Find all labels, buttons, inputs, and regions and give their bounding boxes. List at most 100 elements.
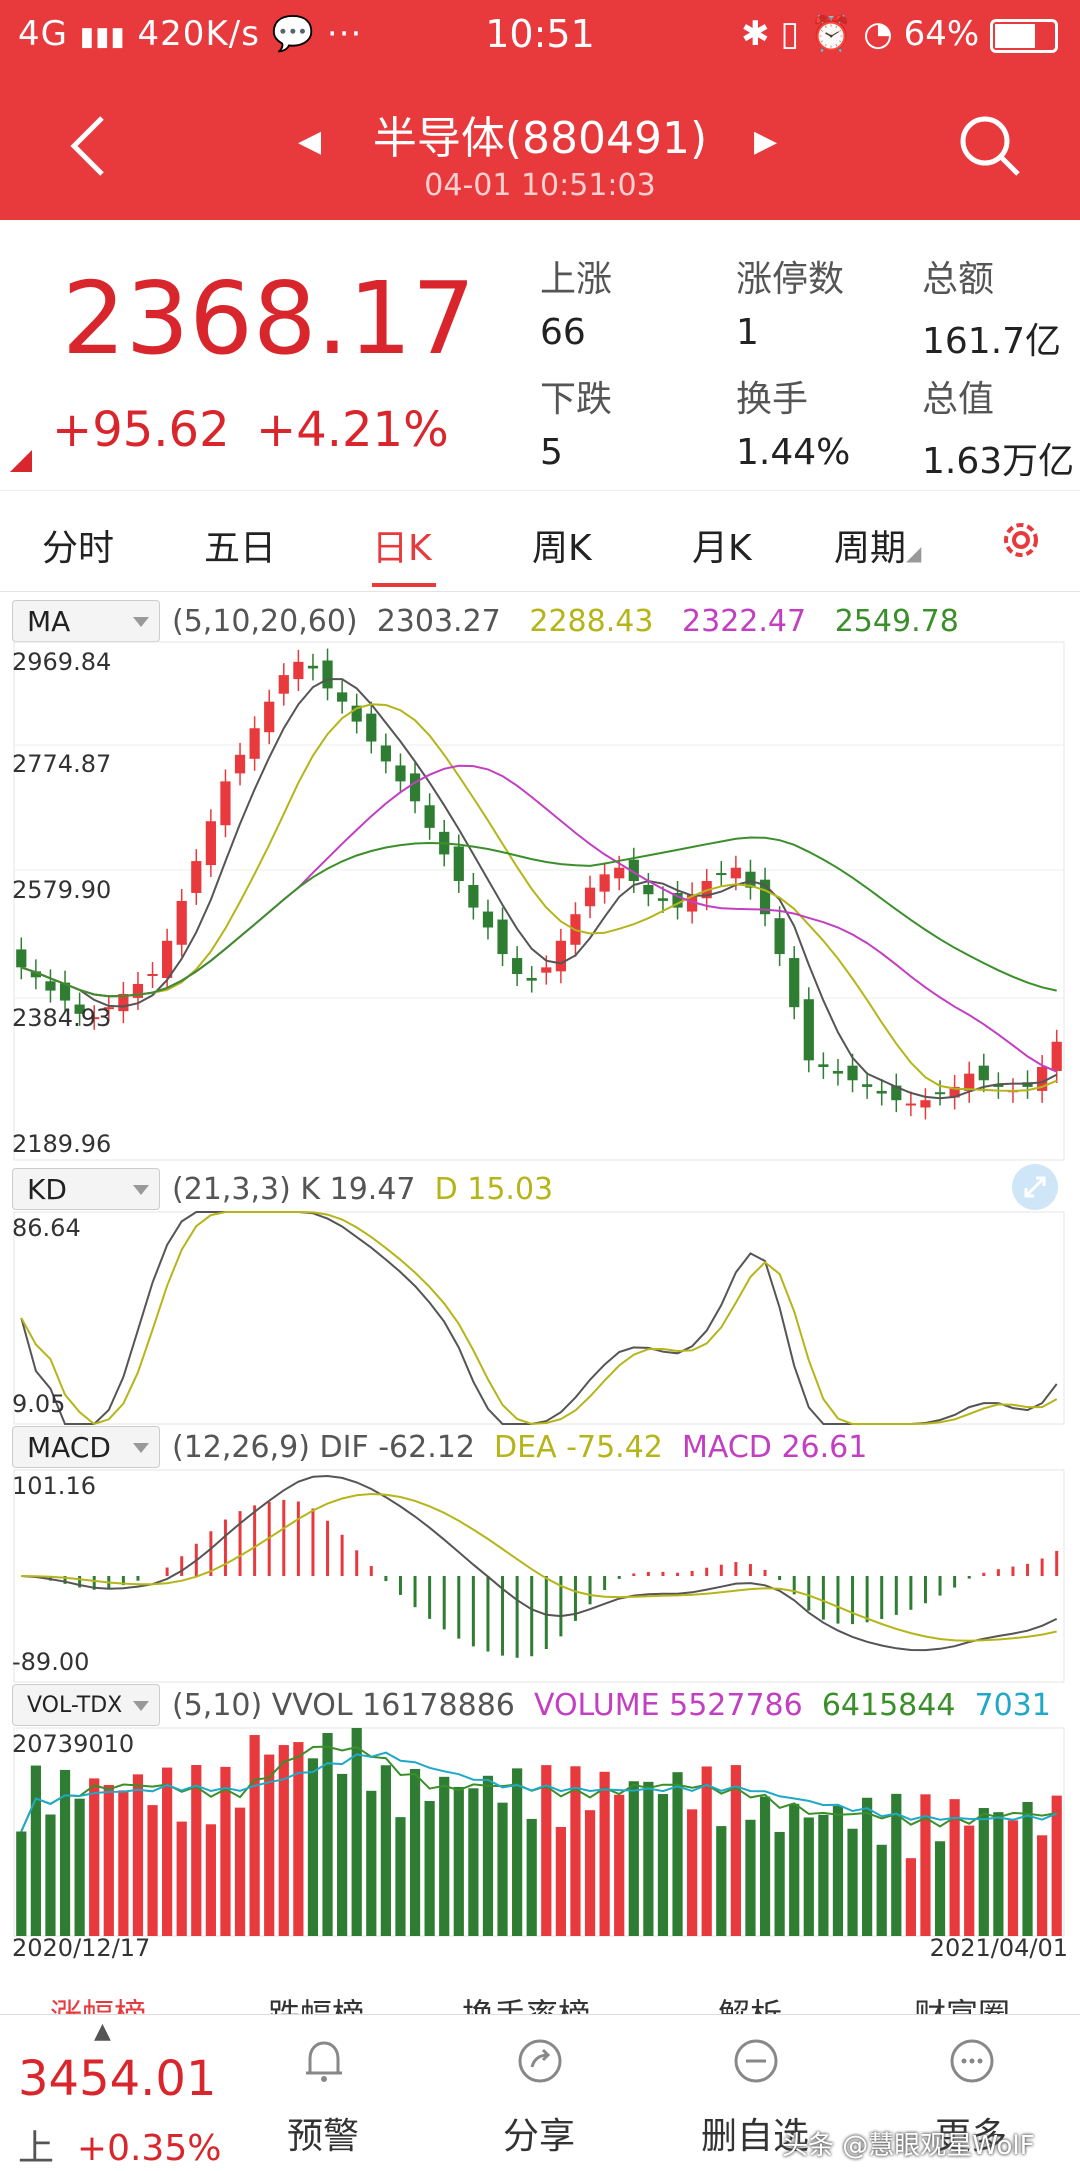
macd-selector[interactable]: MACD bbox=[12, 1426, 160, 1468]
date-end: 2021/04/01 bbox=[929, 1934, 1068, 1962]
vol-v5-value: 6415844 bbox=[821, 1688, 956, 1723]
volume-bar bbox=[876, 1844, 887, 1936]
volume-bar bbox=[526, 1818, 537, 1936]
tab-wealth-circle[interactable]: 财富圈 bbox=[914, 1996, 1011, 2018]
candle-body bbox=[409, 773, 421, 802]
stat-label: 换手 bbox=[736, 379, 809, 420]
candle-body bbox=[964, 1073, 975, 1091]
candle-body bbox=[614, 867, 625, 879]
expand-chart-icon[interactable] bbox=[1012, 1164, 1058, 1210]
tab-turnover[interactable]: 换手率榜 bbox=[462, 1996, 591, 2018]
candle-body bbox=[497, 919, 508, 955]
candle-body bbox=[380, 745, 391, 762]
battery-level: 64% bbox=[903, 14, 980, 54]
volume-bar bbox=[978, 1808, 989, 1936]
vol-volume-label: VOLUME bbox=[533, 1688, 660, 1723]
candle-body bbox=[1051, 1041, 1062, 1071]
dropdown-arrow-icon: ◢ bbox=[906, 541, 922, 565]
candle-body bbox=[118, 993, 129, 1012]
kline-chart[interactable] bbox=[0, 600, 1080, 1985]
quote-datetime: 04-01 10:51:03 bbox=[424, 168, 656, 203]
tab-intraday[interactable]: 分时 bbox=[42, 528, 115, 569]
volume-bar bbox=[862, 1797, 873, 1936]
stock-title: 半导体(880491) bbox=[372, 113, 708, 164]
tab-period-label: 周期 bbox=[834, 528, 907, 569]
next-stock-icon[interactable]: ▶ bbox=[754, 124, 778, 159]
volume-bar bbox=[59, 1769, 71, 1936]
macd-dif-value: -62.12 bbox=[378, 1430, 475, 1465]
tab-five-day[interactable]: 五日 bbox=[204, 528, 277, 569]
ma-legend: (5,10,20,60) 2303.27 2288.43 2322.47 254… bbox=[172, 604, 959, 639]
volume-bar bbox=[847, 1828, 858, 1936]
settings-gear-icon[interactable] bbox=[996, 515, 1046, 565]
volume-bar bbox=[541, 1765, 552, 1936]
tab-period[interactable]: 周期◢ bbox=[834, 519, 921, 571]
ma10-line bbox=[20, 703, 1058, 1092]
candle-body bbox=[453, 846, 464, 882]
status-left: 4G ▮▮▮ 420K/s 💬 ··· bbox=[18, 14, 362, 54]
candle-body bbox=[220, 781, 231, 826]
vol-volume-value: 5527786 bbox=[669, 1688, 803, 1723]
search-icon[interactable] bbox=[958, 114, 1022, 178]
volume-bar bbox=[614, 1794, 625, 1936]
more-dots-icon: ··· bbox=[326, 14, 363, 54]
tab-losers[interactable]: 跌幅榜 bbox=[268, 1996, 365, 2018]
ma60-value: 2549.78 bbox=[834, 604, 959, 639]
candle-body bbox=[541, 967, 552, 973]
candle-body bbox=[920, 1100, 931, 1108]
candle-body bbox=[657, 898, 669, 901]
volume-bar bbox=[599, 1771, 610, 1936]
macd-panel-frame bbox=[13, 1469, 1065, 1683]
tab-analysis[interactable]: 解析 bbox=[718, 1996, 783, 2018]
candle-body bbox=[526, 977, 537, 981]
prev-stock-icon[interactable]: ◀ bbox=[298, 124, 322, 159]
volume-bar bbox=[1022, 1801, 1033, 1936]
macd-legend: (12,26,9) DIF -62.12 DEA -75.42 MACD 26.… bbox=[172, 1430, 867, 1465]
kd-k-line bbox=[20, 1211, 1058, 1425]
collapse-up-icon[interactable]: ▲ bbox=[94, 2019, 111, 2044]
candle-body bbox=[103, 1007, 114, 1010]
back-icon[interactable] bbox=[68, 114, 108, 189]
vol-top-tick: 20739010 bbox=[12, 1730, 135, 1758]
candle-body bbox=[584, 887, 596, 907]
kd-d-line bbox=[20, 1211, 1058, 1426]
vol-selector[interactable]: VOL-TDX bbox=[12, 1684, 160, 1726]
macd-dea-value: -75.42 bbox=[566, 1430, 663, 1465]
volume-bar bbox=[162, 1767, 173, 1936]
tab-weekly-k[interactable]: 周K bbox=[532, 528, 592, 569]
volume-bar bbox=[1037, 1835, 1048, 1936]
candle-body bbox=[264, 701, 275, 733]
candle-body bbox=[993, 1084, 1004, 1087]
volume-bar bbox=[759, 1796, 771, 1936]
kd-selector[interactable]: KD bbox=[12, 1168, 160, 1210]
volume-bar bbox=[701, 1766, 712, 1936]
tab-gainers[interactable]: 涨幅榜 bbox=[50, 1996, 147, 2018]
volume-bar bbox=[468, 1788, 479, 1936]
candle-body bbox=[468, 884, 479, 908]
candle-body bbox=[847, 1065, 858, 1081]
macd-dea-label: DEA bbox=[494, 1430, 557, 1465]
candle-body bbox=[628, 859, 639, 882]
candle-body bbox=[891, 1085, 902, 1101]
candle-body bbox=[876, 1090, 887, 1094]
stat-value: 1 bbox=[736, 312, 759, 353]
stat-label: 下跌 bbox=[540, 379, 613, 420]
volume-bar bbox=[716, 1826, 727, 1936]
ma-params: (5,10,20,60) bbox=[172, 604, 358, 639]
ma5-value: 2303.27 bbox=[376, 604, 501, 639]
stat-value: 1.44% bbox=[736, 432, 851, 473]
more-label: 更多 bbox=[934, 2116, 1007, 2157]
candle-body bbox=[949, 1086, 960, 1098]
candle-body bbox=[89, 1017, 100, 1020]
volume-bar bbox=[672, 1772, 683, 1936]
kd-selector-label: KD bbox=[27, 1173, 67, 1206]
market-index-pct: +0.35% bbox=[76, 2128, 222, 2169]
volume-bar bbox=[337, 1773, 348, 1936]
candle-body bbox=[191, 861, 202, 893]
tab-daily-k[interactable]: 日K bbox=[372, 528, 432, 569]
candle-body bbox=[132, 983, 144, 998]
kd-legend: (21,3,3) K 19.47 D 15.03 bbox=[172, 1172, 553, 1207]
tab-monthly-k[interactable]: 月K bbox=[692, 528, 752, 569]
market-index-value[interactable]: 3454.01 bbox=[18, 2051, 217, 2107]
kd-params: (21,3,3) bbox=[172, 1172, 291, 1207]
